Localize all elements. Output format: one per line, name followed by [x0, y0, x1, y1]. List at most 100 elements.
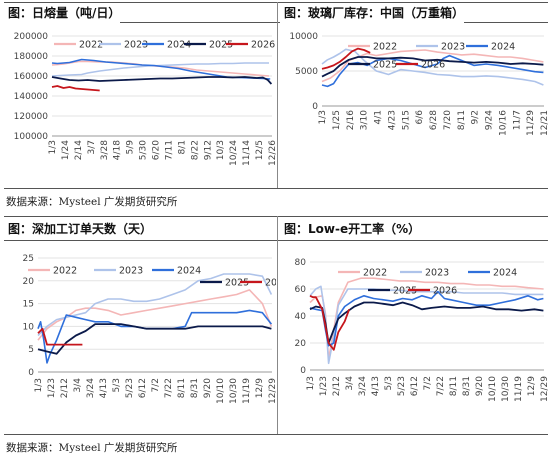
y-tick-label: 25: [23, 254, 34, 264]
x-tick-label: 3/7: [87, 140, 97, 154]
x-tick-label: 11/19: [242, 378, 252, 404]
x-tick-label: 4/18: [113, 140, 123, 160]
x-tick-label: 1/3: [34, 378, 44, 392]
top-border: [4, 2, 548, 3]
series-line-2025: [321, 56, 544, 78]
y-tick-label: 40: [295, 312, 307, 322]
y-tick-label: 160000: [14, 72, 49, 82]
legend-label-2024: 2024: [177, 266, 201, 277]
source-note-top: 数据来源：Mysteel 广发期货研究所: [6, 196, 178, 208]
x-tick-label: 1/24: [61, 140, 71, 160]
series-line-2026: [321, 47, 371, 70]
bottom-row-header-rule: [4, 240, 548, 241]
x-tick-label: 6/6: [415, 110, 425, 125]
y-tick-label: 20: [23, 277, 35, 287]
y-tick-label: 15: [23, 300, 34, 310]
x-tick-label: 9/2: [471, 110, 481, 124]
x-tick-label: 7/20: [443, 110, 453, 130]
x-tick-label: 1/25: [332, 110, 342, 130]
legend-label-2024: 2024: [491, 42, 515, 53]
x-tick-label: 12/21: [540, 110, 548, 136]
x-tick-label: 3/4: [345, 376, 355, 391]
series-line-2024: [309, 290, 544, 347]
series-line-2023: [321, 48, 544, 86]
x-tick-label: 3/28: [100, 140, 110, 160]
legend-label-2025: 2025: [373, 60, 397, 71]
x-tick-label: 11/29: [526, 110, 536, 136]
middle-rule: [4, 216, 548, 217]
x-tick-label: 12/9: [527, 376, 537, 396]
x-tick-label: 12/26: [268, 140, 276, 166]
source-note-bottom: 数据来源：Mysteel 广发期货研究所: [6, 442, 178, 454]
x-tick-label: 6/12: [410, 376, 420, 396]
x-tick-label: 5/3: [112, 378, 122, 392]
x-tick-label: 1/23: [319, 376, 329, 396]
x-tick-label: 6/28: [429, 110, 439, 130]
x-tick-label: 11/14: [242, 140, 252, 166]
legend-label-2022: 2022: [373, 42, 397, 53]
x-tick-label: 7/2: [151, 378, 161, 392]
x-tick-label: 1/23: [47, 378, 57, 398]
series-line-2026: [309, 294, 351, 351]
legend-label-2022: 2022: [53, 266, 77, 277]
x-tick-label: 4/13: [371, 376, 381, 396]
x-tick-label: 10/10: [216, 378, 226, 404]
y-tick-label: 200000: [14, 32, 49, 42]
lowe-rate-chart: 0 20 40 60 80 1/3 1/23 2/12 3/4 3/24 4/13 5/3 5/23 6/…: [295, 258, 548, 402]
x-tick-label: 5/23: [397, 376, 407, 396]
legend-label-2026: 2026: [265, 278, 276, 289]
legend-label-2022: 2022: [79, 40, 103, 51]
x-tick-label: 4/1: [374, 110, 384, 124]
panel-title-lowe-rate: 图：Low-e开工率（%）: [280, 219, 421, 239]
x-tick-label: 7/11: [164, 140, 174, 160]
y-tick-label: 10000: [289, 32, 318, 42]
x-tick-label: 1/3: [306, 376, 316, 390]
x-tick-label: 11/19: [514, 376, 524, 402]
x-tick-label: 6/12: [138, 378, 148, 398]
x-tick-label: 11/7: [512, 110, 522, 130]
x-tick-label: 9/12: [203, 140, 213, 160]
x-tick-label: 3/24: [358, 376, 368, 396]
y-tick-label: 10: [23, 322, 35, 332]
x-tick-label: 12/29: [268, 378, 276, 404]
legend-label-2024: 2024: [167, 40, 191, 51]
x-tick-label: 4/13: [99, 378, 109, 398]
y-tick-label: 0: [300, 366, 306, 376]
x-tick-label: 10/30: [501, 376, 511, 402]
y-tick-label: 60: [295, 285, 307, 295]
series-line-2025: [37, 323, 272, 355]
x-tick-label: 1/3: [318, 110, 328, 124]
x-tick-label: 10/30: [229, 378, 239, 404]
legend-label-2025: 2025: [225, 278, 249, 289]
legend-label-2026: 2026: [251, 40, 275, 51]
x-tick-label: 5/30: [139, 140, 149, 160]
top-row-header-rule: [4, 22, 548, 23]
x-tick-label: 8/31: [190, 378, 200, 398]
legend-label-2023: 2023: [441, 42, 465, 53]
x-tick-label: 9/20: [475, 376, 485, 396]
x-tick-label: 2/14: [74, 140, 84, 160]
x-tick-label: 5/3: [384, 376, 394, 390]
series-line-2026: [37, 327, 83, 346]
x-tick-label: 8/11: [449, 376, 459, 396]
bottom-row-column-divider: [277, 216, 278, 434]
x-tick-label: 12/9: [255, 378, 265, 398]
x-tick-label: 9/20: [203, 378, 213, 398]
x-tick-label: 7/22: [164, 378, 174, 398]
top-row-bottom-rule: [4, 188, 548, 189]
y-tick-label: 0: [312, 102, 318, 112]
x-tick-label: 9/24: [485, 110, 495, 130]
x-tick-label: 7/2: [423, 376, 433, 390]
y-tick-label: 140000: [14, 92, 49, 102]
x-tick-label: 3/10: [360, 110, 370, 130]
x-tick-label: 2/12: [332, 376, 342, 396]
legend-label-2022: 2022: [363, 268, 387, 279]
y-tick-label: 0: [28, 368, 34, 378]
legend-label-2026: 2026: [433, 286, 457, 297]
x-tick-label: 12/29: [540, 376, 548, 402]
series-line-2023: [309, 285, 544, 365]
y-tick-label: 5: [28, 345, 34, 355]
x-tick-label: 10/24: [229, 140, 239, 166]
